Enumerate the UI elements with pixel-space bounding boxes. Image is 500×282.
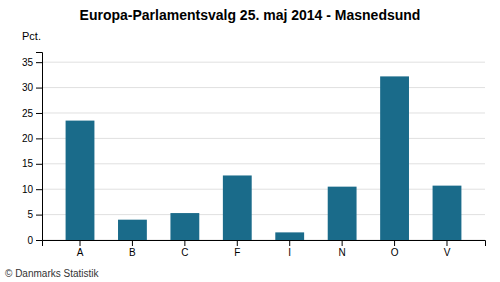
x-tick-mark: [342, 240, 343, 246]
x-tick-label: C: [181, 247, 188, 258]
grid-line: [42, 112, 485, 113]
x-tick: N: [339, 240, 346, 258]
bar: [66, 121, 95, 240]
x-tick-mark: [446, 240, 447, 246]
x-tick-label: F: [234, 247, 240, 258]
y-tick: 30: [22, 82, 42, 93]
grid-line: [42, 138, 485, 139]
x-tick-mark: [184, 240, 185, 246]
y-tick-mark: [36, 215, 42, 216]
bar: [118, 220, 147, 240]
grid-line: [42, 87, 485, 88]
y-tick: 10: [22, 184, 42, 195]
y-tick: 25: [22, 108, 42, 119]
x-tick-mark: [394, 240, 395, 246]
bars: [66, 76, 462, 240]
y-axis-line: [36, 53, 43, 241]
y-axis: 0 5 10 15 20 25 30 35: [22, 53, 43, 246]
y-tick-label: 0: [27, 235, 33, 246]
x-tick-mark: [132, 240, 133, 246]
x-tick-label: A: [77, 247, 84, 258]
chart: Europa-Parlamentsvalg 25. maj 2014 - Mas…: [0, 0, 500, 282]
bar: [433, 186, 462, 240]
y-tick-mark: [36, 88, 42, 89]
y-tick-mark: [36, 240, 42, 241]
y-tick-label: 5: [27, 209, 33, 220]
x-axis-line: [43, 241, 486, 247]
x-tick: C: [181, 240, 188, 258]
plot: 0 5 10 15 20 25 30 35 A B C F I N O V: [22, 53, 486, 259]
x-tick-label: N: [339, 247, 346, 258]
y-tick-label: 35: [22, 57, 34, 68]
y-tick-mark: [36, 138, 42, 139]
x-tick-label: V: [444, 247, 451, 258]
bar: [380, 76, 409, 240]
y-tick-mark: [36, 164, 42, 165]
grid-line: [42, 163, 485, 164]
grid-line: [42, 189, 485, 190]
y-tick: 5: [27, 209, 42, 220]
x-tick-label: I: [288, 247, 291, 258]
y-tick: 20: [22, 133, 42, 144]
x-tick: I: [288, 240, 291, 258]
x-tick: B: [129, 240, 136, 258]
y-tick-mark: [36, 189, 42, 190]
x-tick: F: [234, 240, 240, 258]
x-tick-mark: [237, 240, 238, 246]
y-tick-label: 30: [22, 82, 34, 93]
y-tick-label: 15: [22, 158, 34, 169]
bar: [170, 213, 199, 240]
x-tick-mark: [80, 240, 81, 246]
y-tick: 15: [22, 158, 42, 169]
y-tick-mark: [36, 113, 42, 114]
y-tick: 0: [27, 235, 42, 246]
x-tick-label: B: [129, 247, 136, 258]
bar: [275, 232, 304, 240]
grid: [42, 62, 485, 240]
bar: [223, 175, 252, 240]
y-tick-label: 20: [22, 133, 34, 144]
grid-line: [42, 214, 485, 215]
y-tick: 35: [22, 57, 42, 68]
y-tick-mark: [36, 62, 42, 63]
footer: © Danmarks Statistik: [5, 268, 100, 279]
x-tick-label: O: [391, 247, 399, 258]
bar: [328, 187, 357, 240]
y-tick-label: 10: [22, 184, 34, 195]
x-tick: O: [391, 240, 399, 258]
x-axis: ABCFINOV: [43, 240, 486, 258]
grid-line: [42, 62, 485, 63]
x-tick-mark: [289, 240, 290, 246]
x-tick: A: [77, 240, 84, 258]
y-axis-label: Pct.: [22, 30, 41, 42]
x-tick: V: [444, 240, 451, 258]
title: Europa-Parlamentsvalg 25. maj 2014 - Mas…: [80, 7, 421, 23]
y-tick-label: 25: [22, 108, 34, 119]
